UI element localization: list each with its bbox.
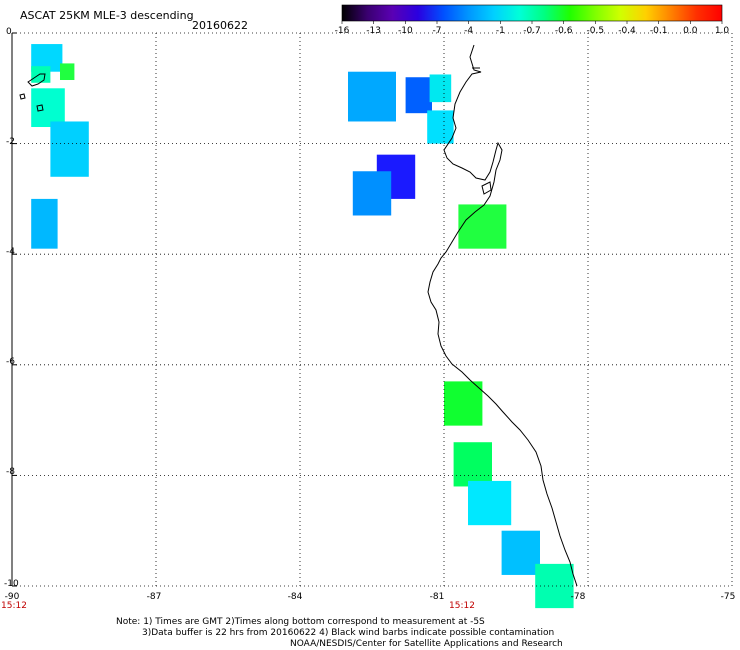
colorbar-tick-label: 0.0 — [683, 26, 698, 36]
coastline — [427, 44, 578, 587]
wind-cell — [31, 198, 58, 249]
colorbar-tick-label: 1.0 — [714, 26, 730, 36]
map-title: ASCAT 25KM MLE-3 descending — [20, 9, 194, 22]
colorbar-tick-label: -1 — [495, 26, 505, 36]
wind-cell — [31, 88, 65, 128]
x-tick-label: -78 — [570, 592, 586, 602]
y-tick-label: -2 — [6, 137, 15, 147]
island-outline — [27, 73, 46, 87]
colorbar-tick-label: -0.4 — [618, 26, 636, 36]
footnote-line-1: Note: 1) Times are GMT 2)Times along bot… — [116, 617, 485, 627]
wind-cell — [501, 530, 540, 575]
y-tick-label: 0 — [6, 27, 12, 37]
map-date: 20160622 — [192, 19, 248, 32]
wind-cell — [50, 121, 89, 177]
colorbar-tick-label: -0.1 — [649, 26, 668, 36]
wind-cell — [352, 171, 392, 216]
footnote-line-2: 3)Data buffer is 22 hrs from 20160622 4)… — [142, 628, 555, 638]
x-tick-label: -84 — [287, 592, 303, 602]
colorbar — [341, 4, 723, 24]
wind-cell — [444, 381, 483, 426]
island-outline — [19, 93, 26, 100]
island-outline — [481, 181, 492, 195]
x-tick-label: -87 — [146, 592, 162, 602]
footnote-line-3: NOAA/NESDIS/Center for Satellite Applica… — [290, 639, 563, 649]
y-tick-label: -10 — [4, 579, 19, 589]
y-tick-label: -4 — [6, 247, 15, 257]
wind-cell — [535, 563, 574, 609]
wind-cell — [429, 74, 452, 103]
colorbar-tick-label: -0.6 — [554, 26, 573, 36]
y-tick-label: -6 — [6, 357, 15, 367]
y-tick-label: -8 — [6, 467, 15, 477]
wind-cell — [453, 442, 492, 487]
wind-cell — [458, 204, 507, 249]
colorbar-tick-label: -4 — [464, 26, 474, 36]
wind-cell — [468, 480, 512, 526]
colorbar-tick-label: -7 — [432, 26, 442, 36]
x-tick-label: -90 — [4, 592, 20, 602]
x-tick-label: -75 — [720, 592, 736, 602]
colorbar-tick-label: -0.7 — [523, 26, 541, 36]
wind-cell — [405, 77, 432, 114]
time-label-left: 15:12 — [1, 601, 27, 611]
wind-cell — [348, 71, 396, 122]
colorbar-tick-label: -13 — [366, 26, 382, 36]
colorbar-tick-label: -16 — [334, 26, 350, 36]
wind-cell — [427, 110, 454, 144]
colorbar-tick-label: -0.5 — [586, 26, 605, 36]
island-outline — [36, 104, 44, 112]
x-tick-label: -81 — [429, 592, 445, 602]
wind-cell — [60, 63, 75, 81]
colorbar-tick-label: -10 — [397, 26, 413, 36]
time-label-center: 15:12 — [449, 601, 475, 611]
